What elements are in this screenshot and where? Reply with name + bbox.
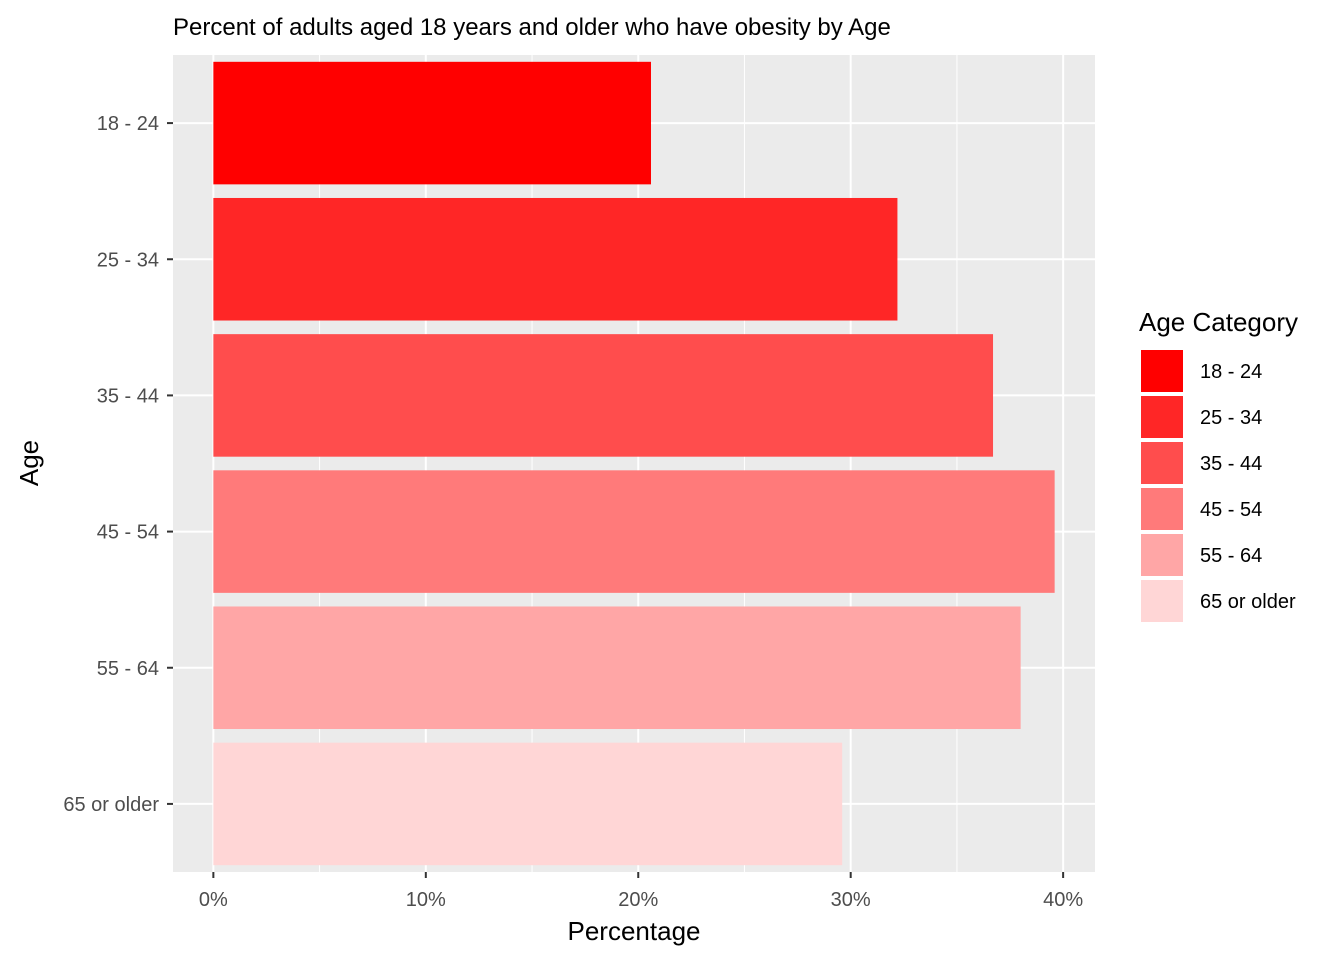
y-axis: 18 - 24 25 - 34 35 - 44 45 - 54 55 - 64 65 or… <box>63 113 173 816</box>
bar-18-24 <box>213 61 651 185</box>
x-axis: 0% 10% 20% 30% 40% <box>199 872 1083 911</box>
x-tick-label: 0% <box>199 889 228 911</box>
legend-label: 45 - 54 <box>1200 499 1262 521</box>
x-axis-title: Percentage <box>568 916 701 946</box>
legend-swatch <box>1141 488 1183 530</box>
legend-swatch <box>1141 534 1183 576</box>
y-tick-label: 25 - 34 <box>97 249 159 271</box>
y-tick-label: 18 - 24 <box>97 113 159 135</box>
chart-title: Percent of adults aged 18 years and olde… <box>173 14 891 41</box>
legend-label: 18 - 24 <box>1200 361 1262 383</box>
legend-label: 55 - 64 <box>1200 545 1262 567</box>
x-tick-label: 10% <box>406 889 446 911</box>
y-tick-label: 65 or older <box>63 794 159 816</box>
bar-65orolder <box>213 742 843 866</box>
x-tick-label: 20% <box>618 889 658 911</box>
legend-label: 25 - 34 <box>1200 407 1262 429</box>
y-tick-label: 55 - 64 <box>97 658 159 680</box>
y-axis-title: Age <box>14 440 44 486</box>
legend-swatch <box>1141 350 1183 392</box>
x-tick-label: 40% <box>1043 889 1083 911</box>
legend-label: 65 or older <box>1200 591 1296 613</box>
bar-35-44 <box>213 334 994 457</box>
x-tick-label: 30% <box>831 889 871 911</box>
bar-45-54 <box>213 470 1055 593</box>
legend-swatch <box>1141 442 1183 484</box>
legend: Age Category 18 - 24 25 - 34 35 - 44 45 - 5… <box>1139 307 1298 624</box>
bars <box>213 61 1055 866</box>
legend-swatch <box>1141 580 1183 622</box>
legend-label: 35 - 44 <box>1200 453 1262 475</box>
bar-55-64 <box>213 606 1021 730</box>
legend-swatch <box>1141 396 1183 438</box>
y-tick-label: 35 - 44 <box>97 385 159 407</box>
legend-title: Age Category <box>1139 307 1298 337</box>
legend-items: 18 - 24 25 - 34 35 - 44 45 - 54 55 - 64 65 or… <box>1139 348 1296 624</box>
y-tick-label: 45 - 54 <box>97 522 159 544</box>
bar-25-34 <box>213 197 898 321</box>
plot-panel <box>173 55 1095 872</box>
